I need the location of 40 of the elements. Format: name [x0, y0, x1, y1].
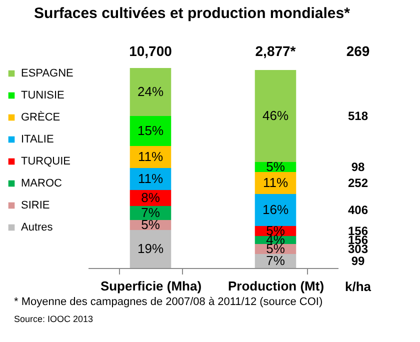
- data-label: 5%: [266, 159, 286, 174]
- bar: [254, 194, 296, 226]
- source-note: Source: IOOC 2013: [14, 314, 94, 324]
- data-label: 8%: [141, 190, 160, 205]
- data-label: 11%: [138, 171, 164, 186]
- data-label: 16%: [262, 202, 289, 217]
- chart-title: Surfaces cultivées et production mondiales*: [34, 5, 350, 22]
- x-tick-label: Superficie (Mha): [100, 278, 202, 294]
- bar: [130, 230, 172, 268]
- text: 98: [351, 160, 365, 174]
- data-label: 11%: [262, 175, 288, 190]
- bar: [130, 116, 172, 146]
- legend-label: ESPAGNE: [21, 68, 74, 80]
- x-tick-label: Production (Mt): [228, 278, 324, 294]
- legend-label: MAROC: [21, 178, 62, 190]
- bar: [254, 70, 296, 162]
- data-label: 7%: [141, 205, 160, 220]
- text: k/ha: [344, 279, 372, 294]
- data-label: 7%: [266, 253, 286, 268]
- text: 2,877*: [255, 43, 296, 59]
- text: 252: [348, 176, 368, 190]
- data-label: 46%: [262, 108, 289, 123]
- text: 99: [351, 254, 365, 268]
- legend-label: Autres: [21, 222, 54, 234]
- text: 406: [348, 203, 368, 217]
- text: 269: [346, 43, 370, 59]
- data-label: 15%: [137, 123, 164, 138]
- legend-label: ITALIE: [21, 134, 54, 146]
- legend-label: TURQUIE: [21, 156, 70, 168]
- legend-label: TUNISIE: [21, 90, 64, 102]
- data-label: 19%: [137, 241, 164, 256]
- text: 10,700: [129, 43, 172, 59]
- legend-label: SIRIE: [21, 200, 50, 212]
- data-label: 5%: [141, 217, 160, 232]
- bar: [130, 68, 172, 116]
- legend-label: GRÈCE: [21, 110, 60, 124]
- text: * Moyenne des campagnes de 2007/08 à 2011/12 (source COI): [14, 296, 324, 308]
- text: 518: [348, 109, 368, 123]
- data-label: 24%: [137, 84, 164, 99]
- data-label: 11%: [138, 149, 164, 164]
